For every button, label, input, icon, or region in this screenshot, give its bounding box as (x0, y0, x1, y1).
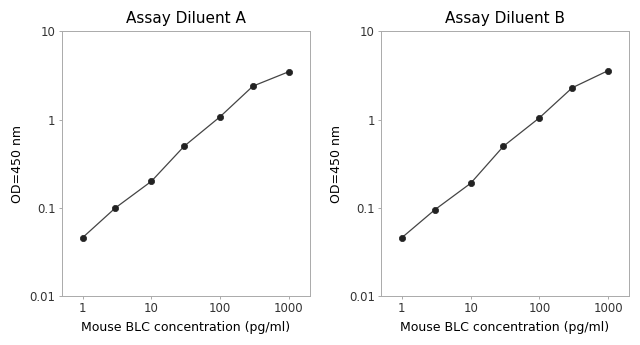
X-axis label: Mouse BLC concentration (pg/ml): Mouse BLC concentration (pg/ml) (401, 321, 610, 334)
X-axis label: Mouse BLC concentration (pg/ml): Mouse BLC concentration (pg/ml) (81, 321, 291, 334)
Y-axis label: OD=450 nm: OD=450 nm (330, 125, 344, 203)
Title: Assay Diluent A: Assay Diluent A (126, 11, 246, 26)
Title: Assay Diluent B: Assay Diluent B (445, 11, 565, 26)
Y-axis label: OD=450 nm: OD=450 nm (11, 125, 24, 203)
